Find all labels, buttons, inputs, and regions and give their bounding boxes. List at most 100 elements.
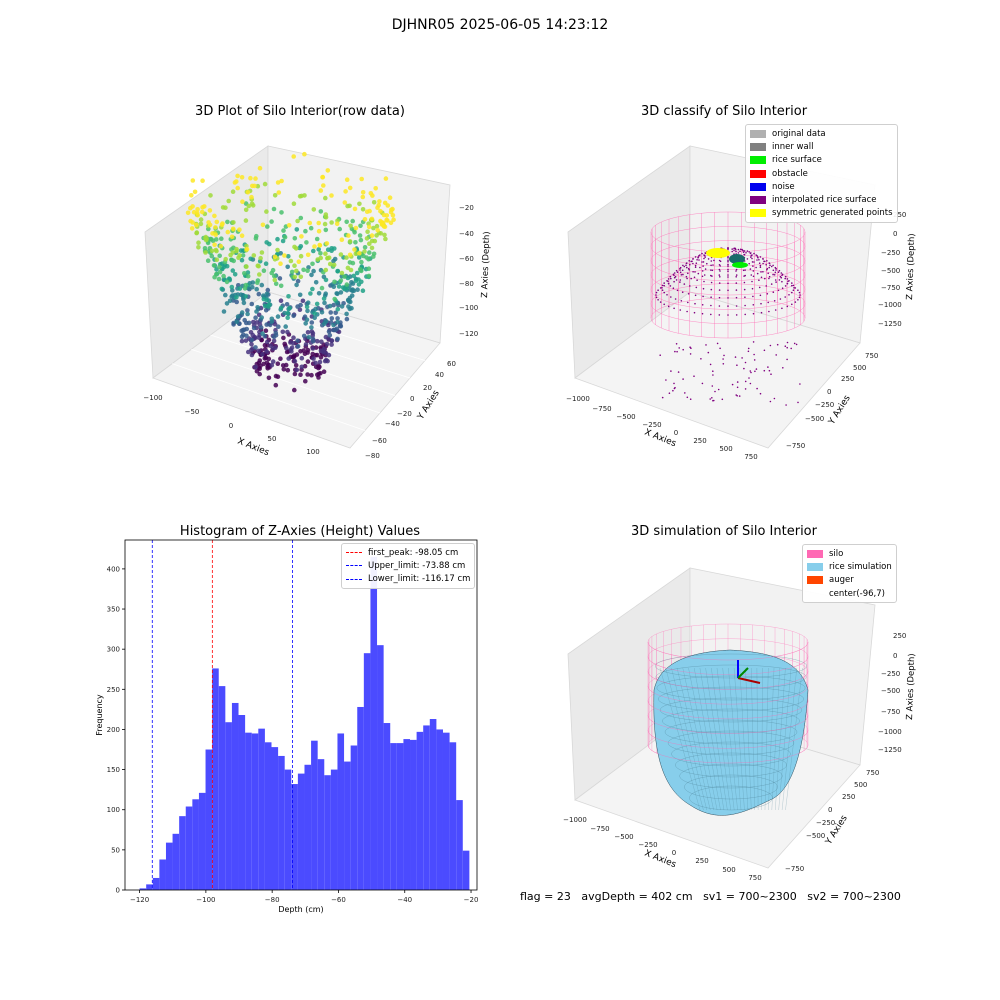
data-point — [323, 195, 328, 201]
data-point — [244, 326, 249, 332]
interpolated-point — [693, 311, 696, 314]
data-point — [264, 240, 270, 245]
legend-item-auger: auger — [807, 574, 892, 587]
mesh-line — [711, 667, 731, 811]
interpolated-point — [680, 300, 683, 302]
interpolated-point — [742, 251, 745, 253]
interpolated-point — [703, 280, 705, 283]
data-point — [282, 253, 287, 258]
data-point — [369, 233, 375, 238]
floor-point — [736, 386, 739, 389]
cls-z-tick: −500 — [881, 267, 900, 275]
legend-label: Upper_limit: -73.88 cm — [368, 560, 466, 571]
floor-point — [659, 354, 661, 357]
interpolated-point — [698, 259, 700, 261]
interpolated-point — [685, 275, 688, 278]
interpolated-point — [775, 281, 777, 283]
raw-y-tick: −60 — [372, 437, 387, 445]
floor-point — [674, 350, 676, 353]
interpolated-point — [679, 267, 681, 270]
data-point — [326, 329, 332, 334]
legend-item-rice-surface: rice surface — [750, 154, 893, 167]
interpolated-point — [694, 294, 697, 297]
interpolated-point — [750, 274, 753, 276]
data-point — [213, 225, 218, 230]
data-point — [282, 235, 288, 240]
data-point — [343, 189, 348, 194]
raw-x-tick: 100 — [306, 448, 319, 456]
data-point — [329, 316, 335, 321]
histogram-bar — [278, 755, 285, 890]
floor-point — [782, 367, 784, 369]
interpolated-point — [777, 289, 780, 292]
interpolated-point — [798, 291, 801, 294]
data-point — [275, 314, 281, 319]
data-point — [272, 273, 277, 279]
interpolated-point — [697, 256, 700, 258]
y-tick-label: 50 — [111, 846, 120, 854]
interpolated-point — [686, 277, 688, 280]
floor-point — [786, 358, 788, 361]
floor-point — [714, 390, 716, 393]
data-point — [313, 306, 318, 312]
mesh-ring — [662, 708, 800, 734]
data-point — [298, 274, 304, 280]
data-point — [210, 231, 215, 236]
data-point — [301, 267, 306, 273]
data-point — [355, 287, 360, 293]
data-point — [223, 256, 228, 262]
data-point — [332, 279, 337, 285]
interpolated-point — [727, 265, 729, 267]
interpolated-point — [784, 277, 786, 280]
interpolated-point — [655, 291, 658, 294]
interpolated-point — [784, 275, 787, 278]
legend-item-obstacle: obstacle — [750, 167, 893, 180]
floor-point — [665, 379, 667, 381]
data-point — [229, 294, 234, 299]
interpolated-point — [679, 269, 681, 271]
interpolated-point — [797, 299, 799, 301]
data-point — [302, 151, 307, 157]
histogram-bar — [251, 733, 259, 890]
data-point — [278, 261, 283, 267]
data-point — [253, 315, 258, 321]
floor-point — [786, 341, 789, 344]
interpolated-point — [798, 296, 801, 299]
interpolated-point — [694, 266, 697, 269]
interpolated-point — [655, 296, 658, 299]
legend-label: rice simulation — [829, 561, 892, 572]
data-point — [324, 341, 330, 347]
rice-simulation-surface — [653, 649, 809, 816]
data-point — [251, 253, 257, 258]
floor-point — [673, 387, 676, 390]
histogram-bar — [442, 732, 450, 890]
data-point — [210, 238, 216, 243]
interpolated-point — [799, 294, 801, 296]
floor-point — [750, 371, 752, 374]
silo-front-ring — [647, 730, 809, 749]
floor-point — [716, 342, 719, 345]
data-point — [326, 352, 332, 358]
histogram-bar — [291, 784, 298, 890]
histogram-bar — [297, 773, 305, 890]
rice-surface-points-blob — [732, 262, 748, 268]
interpolated-point — [797, 289, 799, 292]
data-point — [237, 253, 242, 258]
data-point — [344, 316, 350, 322]
sim-x-tick: −1000 — [563, 816, 587, 824]
interpolated-point — [727, 305, 729, 307]
interpolated-point — [735, 305, 738, 307]
legend-item-symmetric-generated-points: symmetric generated points — [750, 207, 893, 220]
data-point — [286, 223, 292, 228]
interpolated-point — [718, 274, 721, 276]
data-point — [294, 227, 300, 232]
data-point — [194, 230, 199, 236]
data-point — [218, 243, 224, 249]
legend-label: first_peak: -98.05 cm — [368, 547, 459, 558]
legend-label: obstacle — [772, 168, 808, 179]
data-point — [248, 256, 253, 262]
mesh-line — [781, 667, 797, 811]
data-point — [277, 276, 283, 281]
mesh-ring — [658, 686, 804, 712]
interpolated-point — [692, 271, 694, 273]
